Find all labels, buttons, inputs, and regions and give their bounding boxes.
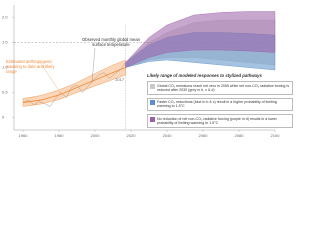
x-tick-label: 1980: [55, 133, 65, 138]
pointer: [91, 47, 96, 83]
legend-swatch: [150, 116, 155, 122]
legend-label: Global CO₂ emissions reach net zero in 2…: [157, 83, 290, 92]
series-line: [22, 62, 126, 107]
y-tick-label: 0: [2, 115, 5, 120]
series-line: [22, 67, 126, 103]
legend-swatch: [150, 83, 155, 89]
pointer: [39, 61, 61, 93]
legend: Likely range of modeled responses to sty…: [147, 73, 293, 131]
plot: 2.0 1.5 1.0 0.5 0 1960 1980 2000 2020 2040 2060 208…: [2, 5, 281, 138]
y-tick-label: 1.5: [2, 40, 8, 45]
range-band: [22, 59, 126, 107]
x-tick-label: 2060: [199, 133, 209, 138]
x-tick-label: 1960: [19, 133, 29, 138]
x-tick-label: 2100: [271, 133, 281, 138]
legend-label: No reduction of net non-CO₂ radiative fo…: [157, 116, 277, 125]
legend-title: Likely range of modeled responses to sty…: [147, 73, 262, 78]
marker-label: 2017: [115, 77, 125, 82]
legend-item: Global CO₂ emissions reach net zero in 2…: [147, 81, 293, 95]
legend-swatch: [150, 100, 155, 106]
x-tick-label: 2000: [91, 133, 101, 138]
x-tick-label: 2040: [163, 133, 173, 138]
x-tick-label: 2020: [127, 133, 137, 138]
anthropogenic-annotation: Estimated anthropogenic warming to date …: [6, 59, 55, 74]
y-tick-label: 1.0: [2, 65, 8, 70]
legend-item: No reduction of net non-CO₂ radiative fo…: [147, 114, 293, 128]
y-tick-label: 0.5: [2, 90, 8, 95]
x-tick-label: 2080: [235, 133, 245, 138]
chart: 2.0 1.5 1.0 0.5 0 1960 1980 2000 2020 2040 2060 208…: [2, 5, 293, 138]
legend-item: Faster CO₂ reductions (blue in b & c) re…: [147, 97, 293, 112]
y-tick-label: 2.0: [2, 15, 8, 20]
range-band: [125, 11, 276, 68]
legend-label: Faster CO₂ reductions (blue in b & c) re…: [157, 100, 277, 109]
observed-annotation: Observed monthly global mean surface tem…: [82, 37, 140, 47]
